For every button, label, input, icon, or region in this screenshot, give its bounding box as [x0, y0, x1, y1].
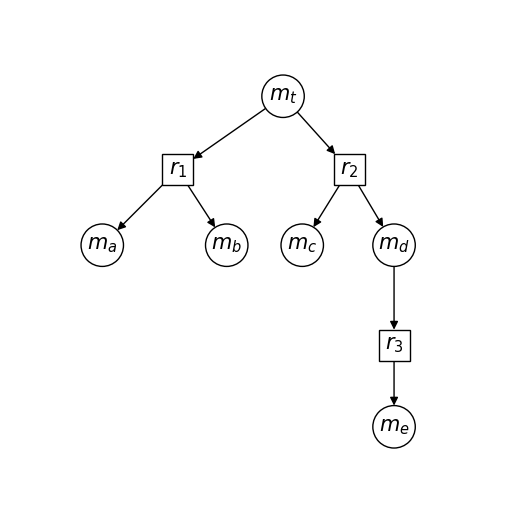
Text: $m_d$: $m_d$	[378, 235, 410, 255]
Circle shape	[281, 224, 323, 267]
Text: $r_1$: $r_1$	[169, 160, 187, 180]
FancyBboxPatch shape	[162, 154, 193, 185]
Text: $m_a$: $m_a$	[87, 235, 118, 255]
Circle shape	[206, 224, 248, 267]
FancyBboxPatch shape	[378, 330, 410, 361]
Text: $m_e$: $m_e$	[379, 417, 409, 437]
Text: $m_b$: $m_b$	[211, 235, 242, 255]
Circle shape	[262, 75, 304, 118]
Circle shape	[373, 224, 416, 267]
Text: $r_3$: $r_3$	[385, 335, 403, 355]
Text: $m_t$: $m_t$	[269, 86, 297, 106]
Circle shape	[81, 224, 123, 267]
FancyBboxPatch shape	[334, 154, 365, 185]
Text: $r_2$: $r_2$	[340, 160, 358, 180]
Text: $m_c$: $m_c$	[287, 235, 317, 255]
Circle shape	[373, 405, 416, 448]
